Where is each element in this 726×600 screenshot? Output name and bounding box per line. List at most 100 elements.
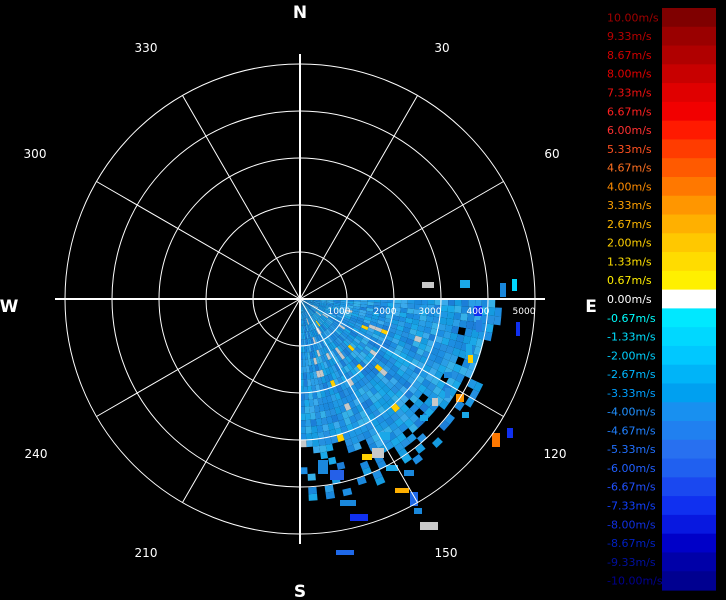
velocity-cell [340, 500, 356, 506]
velocity-cell [310, 344, 314, 352]
colorbar-swatch [662, 176, 716, 197]
velocity-cell [403, 342, 412, 351]
velocity-cell [324, 330, 331, 337]
velocity-cell [387, 331, 395, 338]
velocity-cell [304, 399, 310, 407]
colorbar-label: 3.33m/s [607, 199, 652, 212]
velocity-cell [306, 299, 314, 302]
velocity-cell [344, 328, 352, 334]
velocity-cell [303, 339, 307, 346]
velocity-cell [475, 299, 482, 307]
velocity-cell [337, 326, 345, 332]
velocity-cell [301, 305, 305, 312]
velocity-cell [325, 367, 331, 375]
velocity-cell [404, 470, 414, 476]
velocity-cell [354, 322, 363, 328]
velocity-cell [320, 315, 327, 321]
velocity-cell [314, 411, 322, 420]
velocity-cell [391, 337, 400, 345]
velocity-cell [469, 389, 480, 400]
velocity-cell [354, 373, 362, 382]
velocity-cell [366, 362, 375, 371]
velocity-cell [360, 304, 368, 308]
velocity-cell [310, 306, 317, 312]
velocity-cell [316, 342, 321, 350]
colorbar-swatch [662, 533, 716, 554]
velocity-cell [330, 372, 337, 380]
velocity-cell [398, 316, 407, 323]
velocity-cell [310, 378, 316, 386]
velocity-cell [473, 381, 484, 393]
velocity-cell [394, 381, 404, 390]
colorbar-label: -2.00m/s [607, 349, 656, 362]
velocity-cell [345, 355, 352, 364]
colorbar-label: -9.33m/s [607, 556, 656, 569]
velocity-cell [303, 304, 308, 311]
velocity-cell [406, 433, 417, 444]
velocity-cell [343, 380, 351, 389]
velocity-cell [311, 432, 319, 440]
velocity-cell [364, 407, 373, 416]
velocity-cell [410, 492, 418, 506]
velocity-cell [376, 371, 385, 380]
velocity-cell [336, 412, 344, 422]
velocity-cell [432, 385, 442, 396]
velocity-cell [369, 321, 378, 327]
velocity-cell [356, 344, 365, 351]
velocity-cell [365, 330, 374, 337]
velocity-cell [344, 313, 352, 318]
velocity-cell [336, 461, 346, 470]
velocity-cell [373, 329, 381, 336]
velocity-cell [322, 322, 329, 329]
velocity-cell [306, 317, 311, 325]
velocity-cell [303, 386, 309, 394]
velocity-cell [348, 429, 357, 439]
velocity-cell [430, 328, 439, 336]
velocity-cell [380, 306, 388, 311]
velocity-cell [447, 386, 458, 397]
velocity-cell [322, 368, 328, 377]
velocity-cell [306, 372, 311, 380]
velocity-cell [365, 313, 373, 319]
velocity-cell [305, 433, 313, 441]
velocity-cell [330, 470, 344, 480]
velocity-cell [363, 365, 372, 374]
velocity-cell [331, 357, 338, 365]
velocity-cell [312, 304, 319, 309]
velocity-cell [417, 325, 425, 333]
velocity-cell [380, 432, 390, 440]
velocity-cell [422, 387, 433, 398]
velocity-cell [305, 338, 309, 346]
velocity-cell [444, 372, 452, 378]
colorbar-label: -6.00m/s [607, 462, 656, 475]
velocity-cell [328, 351, 334, 359]
velocity-cell [384, 318, 393, 324]
velocity-cell [380, 357, 389, 365]
velocity-cell [451, 347, 461, 357]
velocity-cell [407, 350, 416, 359]
velocity-cell [321, 339, 327, 347]
velocity-cell [440, 305, 449, 312]
velocity-cell [431, 322, 440, 330]
velocity-cell [408, 385, 418, 395]
colorbar-swatch [662, 120, 716, 141]
velocity-cell [314, 405, 320, 413]
velocity-cell [351, 340, 359, 347]
velocity-cell [313, 336, 318, 344]
colorbar-swatch [662, 345, 716, 366]
velocity-cell [381, 376, 390, 385]
velocity-cell [308, 345, 312, 353]
velocity-cell [319, 317, 325, 323]
velocity-cell [446, 311, 455, 320]
velocity-cell [301, 319, 304, 326]
velocity-cell [408, 423, 419, 434]
velocity-cell [426, 310, 435, 317]
velocity-cell [325, 360, 332, 368]
velocity-cell [302, 359, 306, 367]
velocity-cell [432, 437, 443, 448]
velocity-cell [305, 302, 312, 307]
velocity-cell [361, 384, 370, 393]
velocity-cell [342, 329, 350, 336]
velocity-cell [374, 476, 386, 486]
